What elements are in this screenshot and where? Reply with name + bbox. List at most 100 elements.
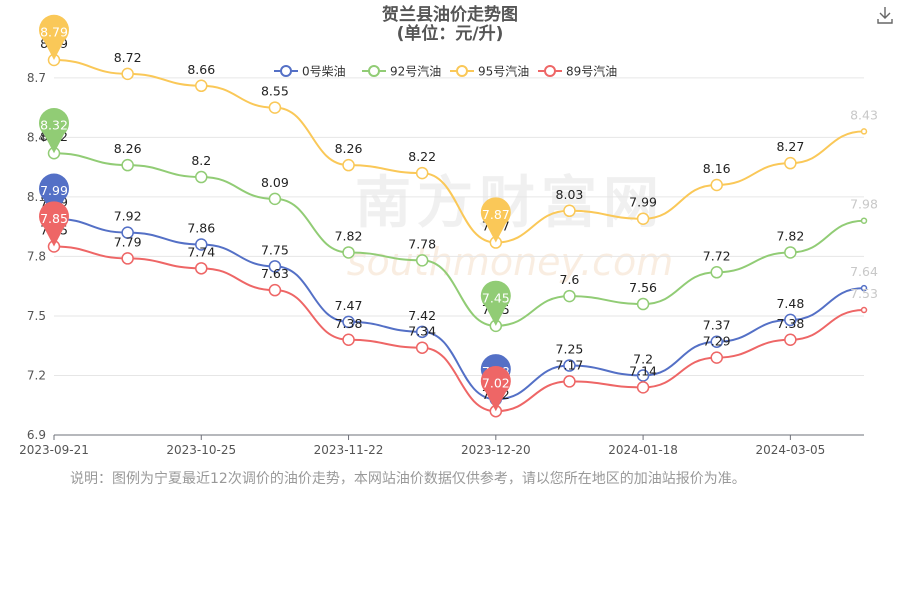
data-label: 7.38 xyxy=(776,316,804,331)
legend-item[interactable]: 0号柴油 xyxy=(274,65,346,79)
data-point[interactable] xyxy=(195,170,208,184)
data-point[interactable] xyxy=(563,375,576,388)
data-point[interactable] xyxy=(784,156,797,170)
legend-label: 89号汽油 xyxy=(566,64,617,79)
chart-subtitle: (单位：元/升) xyxy=(397,23,504,44)
data-point[interactable] xyxy=(415,341,429,354)
pin-label: 7.45 xyxy=(482,290,510,305)
data-point[interactable] xyxy=(268,101,282,114)
data-label: 7.25 xyxy=(556,342,584,357)
data-point[interactable] xyxy=(710,178,723,192)
data-label: 7.63 xyxy=(261,266,289,281)
data-point[interactable] xyxy=(415,325,429,339)
extreme-pin: 8.32 xyxy=(39,108,69,154)
legend: 0号柴油 92号汽油 95号汽油 89号汽油 xyxy=(274,64,617,79)
data-point[interactable] xyxy=(342,158,355,172)
data-point[interactable] xyxy=(784,333,797,347)
data-label: 7.42 xyxy=(408,308,436,323)
y-tick-label: 7.8 xyxy=(27,249,46,263)
data-point[interactable] xyxy=(860,217,868,224)
extreme-pin: 8.79 xyxy=(39,14,69,60)
data-point[interactable] xyxy=(784,313,797,327)
data-point[interactable] xyxy=(195,238,208,251)
data-point[interactable] xyxy=(342,333,355,347)
data-label: 7.82 xyxy=(335,228,363,243)
legend-item[interactable]: 92号汽油 xyxy=(362,64,441,79)
legend-item[interactable]: 89号汽油 xyxy=(538,64,617,79)
data-label: 7.34 xyxy=(408,324,436,339)
chart-title: 贺兰县油价走势图 xyxy=(381,4,518,25)
data-point[interactable] xyxy=(860,306,868,314)
data-point[interactable] xyxy=(342,315,355,329)
data-point[interactable] xyxy=(563,204,576,218)
data-label: 8.03 xyxy=(556,187,584,202)
data-point[interactable] xyxy=(636,369,650,382)
extreme-pin: 7.85 xyxy=(39,201,69,247)
data-label: 8.27 xyxy=(776,139,804,154)
data-label: 7.79 xyxy=(114,234,142,249)
legend-label: 0号柴油 xyxy=(302,65,346,79)
legend-label: 92号汽油 xyxy=(390,64,441,79)
data-point[interactable] xyxy=(563,359,576,372)
data-point[interactable] xyxy=(710,266,723,279)
extreme-markers: 7.997.088.327.458.797.877.857.02 xyxy=(39,14,511,412)
data-point[interactable] xyxy=(860,284,868,292)
data-label: 7.53 xyxy=(850,286,878,301)
data-point[interactable] xyxy=(268,260,282,273)
data-point[interactable] xyxy=(710,351,723,364)
data-point[interactable] xyxy=(415,166,429,180)
data-point[interactable] xyxy=(268,283,282,297)
watermark: 南方财富网 southmoney.com xyxy=(347,171,674,284)
data-label: 7.92 xyxy=(114,209,142,224)
data-point[interactable] xyxy=(121,252,134,265)
data-label: 7.82 xyxy=(776,228,804,243)
data-point[interactable] xyxy=(121,67,134,81)
data-point[interactable] xyxy=(121,158,134,172)
data-point[interactable] xyxy=(342,246,355,259)
data-point[interactable] xyxy=(784,246,797,259)
data-point[interactable] xyxy=(195,79,208,93)
data-point[interactable] xyxy=(415,254,429,267)
data-point[interactable] xyxy=(195,262,208,275)
data-label: 7.86 xyxy=(187,221,215,236)
data-label: 7.64 xyxy=(850,264,878,279)
x-tick-label: 2023-10-25 xyxy=(166,443,236,457)
y-tick-label: 7.2 xyxy=(27,368,46,382)
series-layer xyxy=(47,53,868,418)
data-label: 7.78 xyxy=(408,236,436,251)
extreme-pin: 7.02 xyxy=(480,366,511,412)
data-label: 7.47 xyxy=(335,298,363,313)
data-label: 7.74 xyxy=(187,244,215,259)
data-label: 7.17 xyxy=(556,357,584,372)
data-point[interactable] xyxy=(636,297,650,311)
data-label: 7.48 xyxy=(776,296,804,311)
y-tick-label: 8.7 xyxy=(27,71,46,85)
data-point[interactable] xyxy=(636,212,650,225)
legend-marker xyxy=(280,65,292,77)
data-label: 7.6 xyxy=(560,272,580,287)
data-label: 8.66 xyxy=(187,62,215,77)
data-point[interactable] xyxy=(860,128,868,135)
data-point[interactable] xyxy=(710,335,723,348)
data-point[interactable] xyxy=(268,192,282,206)
x-tick-label: 2024-01-18 xyxy=(608,443,678,457)
legend-marker xyxy=(368,65,380,77)
data-label: 7.98 xyxy=(850,197,878,212)
legend-item[interactable]: 95号汽油 xyxy=(450,64,529,79)
download-icon[interactable] xyxy=(874,4,896,26)
pin-label: 7.02 xyxy=(482,376,510,391)
data-point[interactable] xyxy=(563,289,576,303)
data-label: 8.09 xyxy=(261,175,289,190)
data-point[interactable] xyxy=(121,226,134,239)
extreme-pin: 7.87 xyxy=(480,197,511,243)
pin-label: 8.32 xyxy=(40,118,68,133)
data-label: 7.29 xyxy=(703,334,731,349)
legend-marker xyxy=(456,65,468,77)
x-tick-label: 2023-12-20 xyxy=(461,443,531,457)
x-tick-label: 2024-03-05 xyxy=(755,443,825,457)
pin-label: 7.87 xyxy=(482,207,510,222)
pin-shape xyxy=(39,173,69,219)
legend-marker xyxy=(544,65,556,77)
data-label: 8.55 xyxy=(261,84,289,99)
data-point[interactable] xyxy=(636,381,650,394)
